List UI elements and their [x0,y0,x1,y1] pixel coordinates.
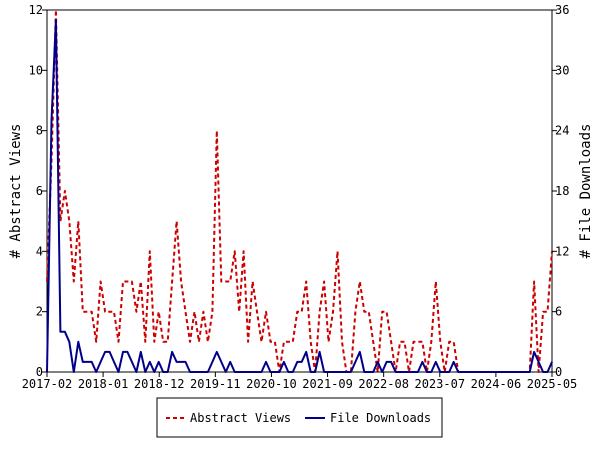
right-axis-title: # File Downloads [578,124,594,259]
x-tick-label: 2023-07 [414,377,465,391]
x-axis: 2017-02 2018-01 2018-12 2019-11 2020-10 2021-… [22,372,578,391]
right-tick-label: 30 [555,63,569,77]
left-axis-title: # Abstract Views [8,124,24,259]
x-tick-label: 2018-01 [78,377,129,391]
left-tick-label: 4 [36,244,43,258]
x-tick-label: 2018-12 [134,377,185,391]
legend-label-abstract-views: Abstract Views [190,411,291,425]
series-line-file-downloads [46,19,553,373]
legend: Abstract Views File Downloads [156,397,443,438]
left-axis: 0 2 4 6 8 10 12 [29,3,47,379]
left-tick-label: 0 [36,365,43,379]
x-tick-label: 2022-08 [358,377,409,391]
x-tick-label: 2024-06 [471,377,522,391]
x-tick-label: 2017-02 [22,377,73,391]
right-tick-label: 18 [555,184,569,198]
legend-label-file-downloads: File Downloads [330,411,431,425]
x-tick-label: 2025-05 [527,377,578,391]
left-tick-label: 8 [36,124,43,138]
series-layer [46,9,553,373]
right-tick-label: 12 [555,244,569,258]
x-tick-label: 2019-11 [190,377,241,391]
right-tick-label: 6 [555,305,562,319]
left-tick-label: 12 [29,3,43,17]
left-tick-label: 2 [36,305,43,319]
x-tick-label: 2021-09 [302,377,353,391]
x-tick-label: 2020-10 [246,377,297,391]
right-tick-label: 0 [555,365,562,379]
left-tick-label: 6 [36,184,43,198]
right-tick-label: 36 [555,3,569,17]
right-tick-label: 24 [555,124,569,138]
right-axis: 0 6 12 18 24 30 36 [552,3,569,379]
legend-box [156,397,443,438]
left-tick-label: 10 [29,63,43,77]
